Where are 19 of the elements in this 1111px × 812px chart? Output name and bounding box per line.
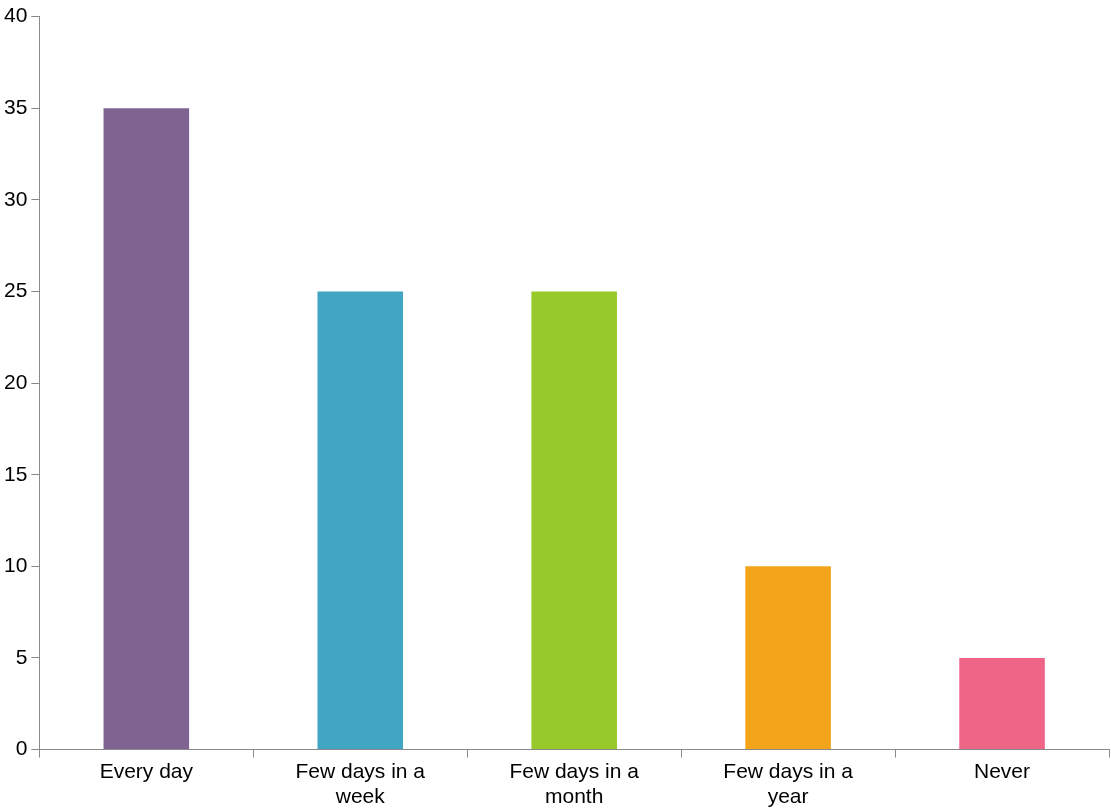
bar: [745, 566, 831, 750]
y-tick-label: 0: [15, 736, 28, 760]
x-tick-label: Never: [974, 759, 1031, 782]
x-tick-label: Few days in a week: [295, 759, 426, 808]
bar: [531, 291, 617, 750]
y-tick-label: 5: [15, 644, 28, 668]
y-tick-label: 35: [4, 95, 28, 119]
y-tick-label: 25: [4, 278, 28, 302]
x-tick-label: Few days in a year: [723, 759, 854, 808]
y-tick-label: 40: [4, 3, 28, 27]
x-tick-label: Every day: [99, 759, 194, 782]
bar: [103, 108, 190, 750]
y-tick-label: 20: [4, 369, 28, 393]
bar: [317, 291, 404, 750]
y-tick-label: 30: [4, 186, 28, 210]
bar: [959, 657, 1045, 750]
y-tick-label: 10: [4, 553, 28, 577]
x-tick-label: Few days in a month: [509, 759, 640, 808]
y-tick-label: 15: [4, 461, 28, 485]
